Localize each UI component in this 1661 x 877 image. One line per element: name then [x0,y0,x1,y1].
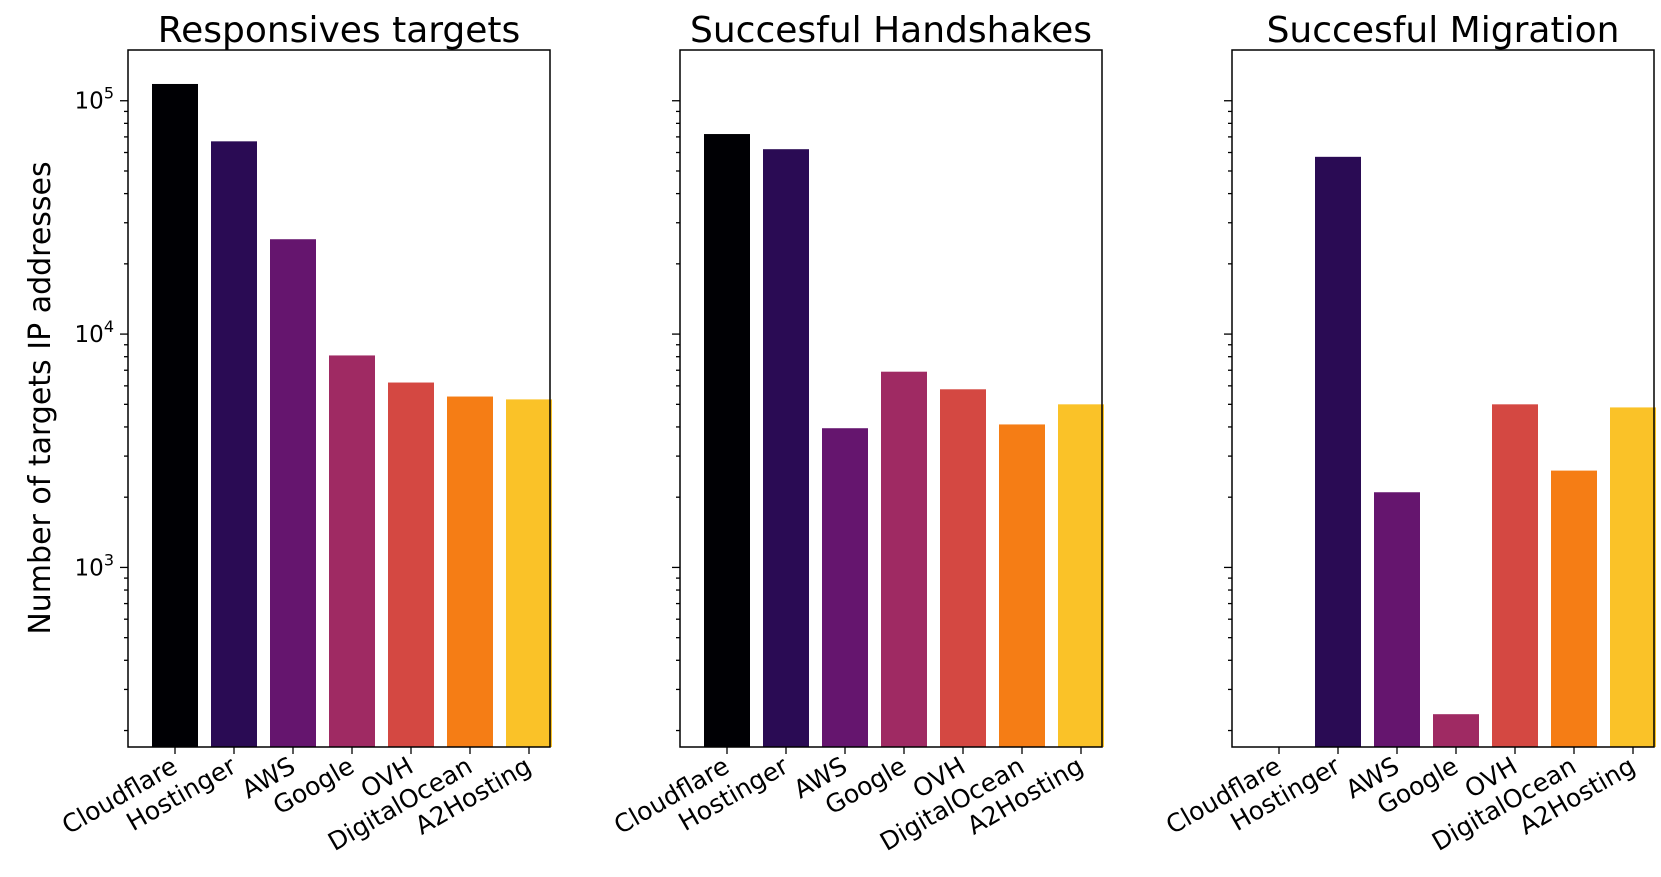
y-tick-base: 10 [75,89,104,115]
chart-panels: Responsives targetsCloudflareHostingerAW… [57,10,1656,857]
bar-aws [1374,492,1420,747]
y-tick-exponent: 3 [104,550,114,569]
panel-title: Succesful Handshakes [690,10,1092,51]
bar-ovh [388,382,434,747]
plot-frame [1231,49,1655,748]
y-tick-exponent: 5 [104,84,114,103]
y-tick-label: 105 [75,84,114,115]
bar-digitalocean [999,424,1045,747]
y-tick-exponent: 4 [104,317,114,336]
bar-cloudflare [704,134,750,747]
bar-aws [822,428,868,747]
bar-ovh [940,389,986,747]
bar-google [881,371,927,747]
y-tick-base: 10 [75,555,104,581]
y-tick-label: 103 [75,550,114,581]
chart-panel-3: Succesful MigrationCloudflareHostingerAW… [1161,10,1656,857]
panel-title: Responsives targets [158,10,521,51]
plot-frame [127,49,551,748]
bar-google [1433,714,1479,747]
bar-a2hosting [506,399,552,747]
bar-a2hosting [1058,404,1104,747]
bar-digitalocean [447,396,493,747]
bar-cloudflare [152,83,198,747]
chart-panel-2: Succesful HandshakesCloudflareHostingerA… [609,10,1104,857]
chart-panel-1: Responsives targetsCloudflareHostingerAW… [57,10,552,857]
bar-digitalocean [1551,470,1597,747]
bar-google [329,355,375,747]
bar-hostinger [1315,156,1361,747]
bar-aws [270,239,316,747]
y-axis-label: Number of targets IP addresses [23,161,58,634]
bar-hostinger [211,141,257,747]
y-tick-base: 10 [75,322,104,348]
plot-frame [679,49,1103,748]
panel-title: Succesful Migration [1267,10,1620,51]
bar-hostinger [763,149,809,747]
bar-ovh [1492,404,1538,747]
y-tick-label: 104 [75,317,114,348]
bar-a2hosting [1610,407,1656,747]
